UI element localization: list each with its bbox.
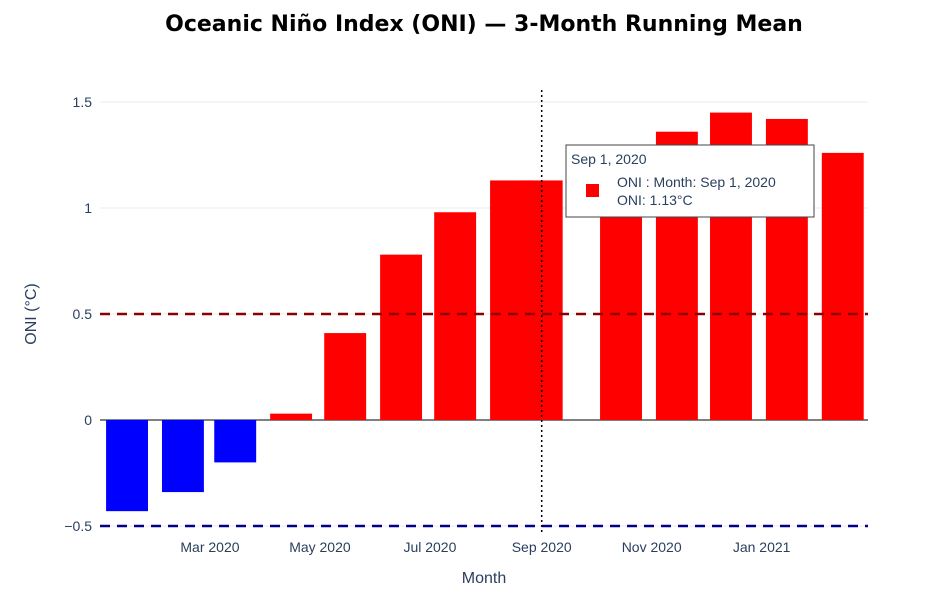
bar[interactable] <box>214 420 257 463</box>
bar[interactable] <box>324 333 367 420</box>
hover-tooltip: Sep 1, 2020 ONI : Month: Sep 1, 2020 ONI… <box>540 90 815 534</box>
tooltip-line-1: ONI : Month: Sep 1, 2020 <box>617 174 776 190</box>
y-tick-label: 1.5 <box>73 94 93 110</box>
x-axis-title: Month <box>462 570 506 587</box>
y-tick-label: 0 <box>84 412 92 428</box>
reference-lines <box>100 312 868 528</box>
tooltip-box <box>565 144 815 218</box>
chart-title: Oceanic Niño Index (ONI) — 3-Month Runni… <box>165 12 803 37</box>
bar[interactable] <box>821 152 864 420</box>
x-tick-label: Mar 2020 <box>180 539 239 555</box>
y-axis-ticks: −0.5 0 0.5 1 1.5 <box>64 94 92 534</box>
bar[interactable] <box>380 254 423 420</box>
tooltip-swatch <box>586 184 599 197</box>
tooltip-line-2: ONI: 1.13°C <box>617 192 693 208</box>
x-tick-label: Sep 2020 <box>512 539 572 555</box>
x-tick-label: Jul 2020 <box>403 539 456 555</box>
x-tick-label: May 2020 <box>289 539 351 555</box>
x-tick-label: Nov 2020 <box>622 539 682 555</box>
y-tick-label: −0.5 <box>64 518 92 534</box>
bar[interactable] <box>434 212 477 420</box>
x-tick-label: Jan 2021 <box>733 539 791 555</box>
x-axis-ticks: Mar 2020 May 2020 Jul 2020 Sep 2020 Nov 2020… <box>180 539 790 555</box>
y-axis-title: ONI (°C) <box>23 283 40 345</box>
bar[interactable] <box>270 413 313 420</box>
bar[interactable] <box>106 420 148 512</box>
y-tick-label: 0.5 <box>73 306 93 322</box>
bar[interactable] <box>161 420 204 493</box>
tooltip-header: Sep 1, 2020 <box>571 151 647 167</box>
y-tick-label: 1 <box>84 200 92 216</box>
